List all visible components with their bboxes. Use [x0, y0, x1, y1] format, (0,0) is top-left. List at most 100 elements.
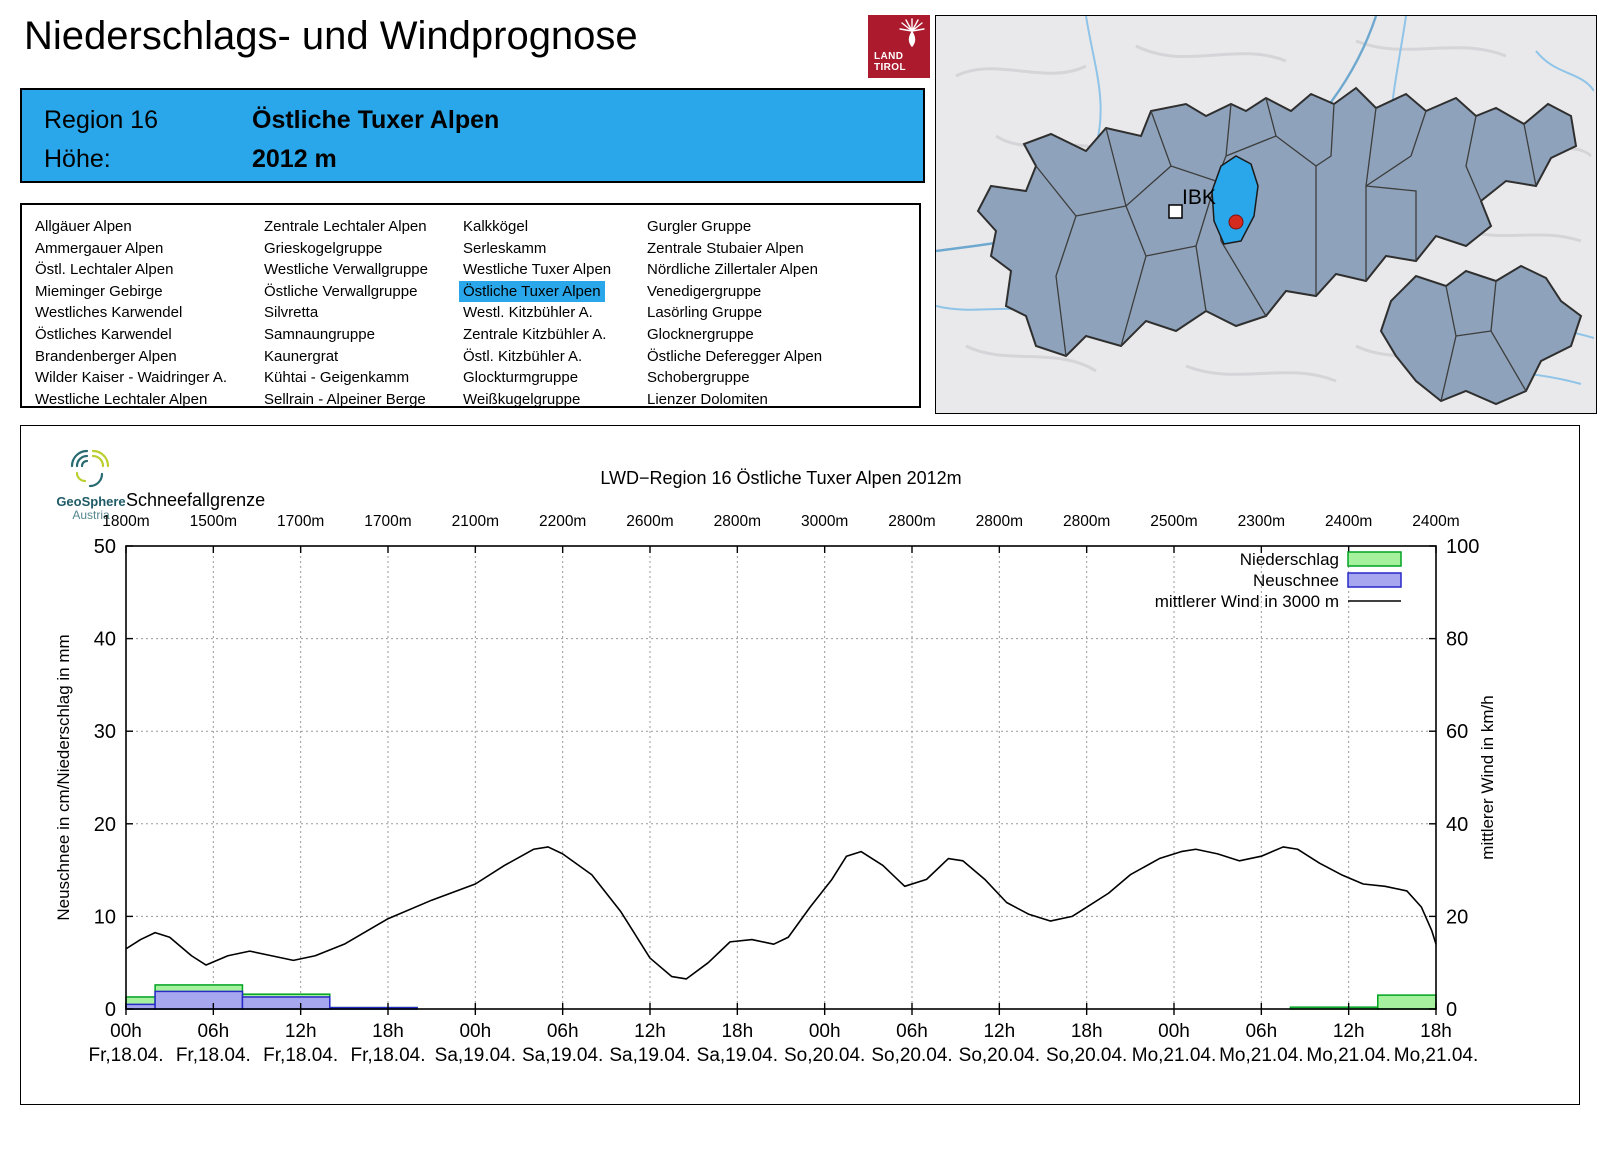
bar-neuschnee	[241, 996, 331, 1010]
snowline-value: 1700m	[364, 513, 411, 530]
y-left-tick-label: 0	[105, 999, 116, 1021]
selected-region-marker	[1228, 214, 1244, 230]
region-item[interactable]: Brandenberger Alpen	[35, 347, 177, 365]
x-hour-label: 12h	[983, 1021, 1015, 1042]
region-item[interactable]: Lasörling Gruppe	[647, 304, 763, 322]
page-title: Niederschlags- und Windprognose	[24, 14, 638, 58]
snowline-value: 1800m	[102, 513, 149, 530]
land-tirol-logo: LAND TIROL	[868, 15, 930, 78]
x-date-label: So,20.04.	[784, 1045, 865, 1066]
region-item[interactable]: Westl. Kitzbühler A.	[463, 304, 593, 322]
plot-border	[125, 545, 1437, 1010]
region-item[interactable]: Östliches Karwendel	[35, 325, 172, 343]
region-item[interactable]: Zentrale Kitzbühler A.	[463, 325, 607, 343]
region-item[interactable]: Glockturmgruppe	[463, 369, 579, 387]
region-item[interactable]: Nördliche Zillertaler Alpen	[647, 261, 818, 279]
region-item[interactable]: Mieminger Gebirge	[35, 282, 163, 300]
region-item[interactable]: Weißkugelgruppe	[463, 390, 581, 408]
geosphere-logo: GeoSphere Austria	[43, 446, 139, 522]
region-item[interactable]: Schobergruppe	[647, 369, 750, 387]
region-row: Region 16 Östliche Tuxer Alpen	[44, 106, 499, 135]
x-date-label: Sa,19.04.	[435, 1045, 516, 1066]
y-left-tick-label: 30	[94, 721, 116, 743]
snowline-value: 2600m	[626, 513, 673, 530]
region-item[interactable]: Westliche Verwallgruppe	[264, 261, 428, 279]
map-region-selected[interactable]	[1211, 155, 1259, 245]
x-date-label: Fr,18.04.	[263, 1045, 338, 1066]
region-item[interactable]: Östliche Deferegger Alpen	[647, 347, 823, 365]
x-hour-label: 18h	[1420, 1021, 1452, 1042]
region-item[interactable]: Venedigergruppe	[647, 282, 762, 300]
region-item[interactable]: Samnaungruppe	[264, 325, 375, 343]
map-region-north-tirol[interactable]	[976, 86, 1578, 358]
snowline-value: 2800m	[888, 513, 935, 530]
y-right-tick-label: 20	[1446, 906, 1468, 928]
legend-label: mittlerer Wind in 3000 m	[1155, 592, 1339, 611]
y-left-tick-label: 10	[94, 906, 116, 928]
region-item[interactable]: Silvretta	[264, 304, 319, 322]
x-hour-label: 12h	[634, 1021, 666, 1042]
region-item[interactable]: Zentrale Lechtaler Alpen	[264, 218, 427, 235]
x-date-label: So,20.04.	[1046, 1045, 1127, 1066]
snowline-value: 1500m	[190, 513, 237, 530]
region-name: Östliche Tuxer Alpen	[252, 106, 500, 134]
region-item[interactable]: Östl. Lechtaler Alpen	[35, 261, 174, 279]
x-hour-label: 06h	[547, 1021, 579, 1042]
y-right-tick-label: 100	[1446, 536, 1479, 558]
x-hour-label: 12h	[1333, 1021, 1365, 1042]
x-date-label: Fr,18.04.	[89, 1045, 164, 1066]
region-item[interactable]: Kühtai - Geigenkamm	[264, 369, 410, 387]
region-item[interactable]: Östliche Verwallgruppe	[264, 282, 418, 300]
y-right-tick-label: 40	[1446, 814, 1468, 836]
region-item[interactable]: Grieskogelgruppe	[264, 239, 383, 257]
region-column: Allgäuer Alpen Ammergauer Alpen Östl. Lech…	[31, 216, 260, 408]
x-hour-label: 00h	[809, 1021, 841, 1042]
region-item[interactable]: Allgäuer Alpen	[35, 218, 132, 235]
region-item[interactable]: Ammergauer Alpen	[35, 239, 164, 257]
legend-label: Niederschlag	[1240, 550, 1339, 569]
tirol-map: IBK	[935, 15, 1597, 414]
snowline-value: 2100m	[452, 513, 499, 530]
region-item[interactable]: Serleskamm	[463, 239, 547, 257]
x-date-label: Mo,21.04.	[1219, 1045, 1304, 1066]
x-hour-label: 00h	[1158, 1021, 1190, 1042]
y-right-tick-label: 0	[1446, 999, 1457, 1021]
region-column: Gurgler Gruppe Zentrale Stubaier Alpen Nör…	[643, 216, 913, 408]
region-item[interactable]: Kaunergrat	[264, 347, 339, 365]
region-item[interactable]: Glocknergruppe	[647, 325, 754, 343]
region-item[interactable]: Westliches Karwendel	[35, 304, 183, 322]
snowline-value: 2800m	[976, 513, 1023, 530]
tirol-logo-text: LAND TIROL	[874, 51, 906, 73]
region-item[interactable]: Östl. Kitzbühler A.	[463, 347, 583, 365]
snowline-value: 2500m	[1150, 513, 1197, 530]
hoehe-row: Höhe: 2012 m	[44, 145, 337, 174]
region-item[interactable]: Wilder Kaiser - Waidringer A.	[35, 369, 227, 387]
region-column: Zentrale Lechtaler Alpen Grieskogelgruppe…	[260, 216, 459, 408]
region-item[interactable]: Gurgler Gruppe	[647, 218, 752, 235]
region-item[interactable]: Lienzer Dolomiten	[647, 390, 768, 408]
forecast-chart-panel: GeoSphere Austria LWD−Region 16 Östliche…	[20, 425, 1580, 1105]
x-hour-label: 06h	[1245, 1021, 1277, 1042]
tirol-logo-line1: LAND	[874, 51, 904, 62]
geosphere-icon	[70, 449, 110, 488]
region-item-selected[interactable]: Östliche Tuxer Alpen	[459, 280, 605, 303]
y-left-tick-label: 20	[94, 814, 116, 836]
x-date-label: Mo,21.04.	[1132, 1045, 1217, 1066]
region-item[interactable]: Westliche Lechtaler Alpen	[35, 390, 208, 408]
x-hour-label: 06h	[896, 1021, 928, 1042]
snowline-value: 1700m	[277, 513, 324, 530]
x-date-label: Sa,19.04.	[522, 1045, 603, 1066]
snowline-label: Schneefallgrenze	[126, 490, 265, 510]
region-item[interactable]: Zentrale Stubaier Alpen	[647, 239, 804, 257]
wind-line	[125, 846, 1437, 980]
snowline-value: 2400m	[1412, 513, 1459, 530]
map-region-east-tirol[interactable]	[1379, 264, 1583, 406]
region-info-box: Region 16 Östliche Tuxer Alpen Höhe: 201…	[20, 88, 925, 183]
x-hour-label: 00h	[110, 1021, 142, 1042]
region-item[interactable]: Sellrain - Alpeiner Berge	[264, 390, 426, 408]
region-item[interactable]: Kalkkögel	[463, 218, 529, 235]
geosphere-sub: Austria	[72, 508, 110, 522]
hoehe-label: Höhe:	[44, 145, 111, 173]
region-item[interactable]: Westliche Tuxer Alpen	[463, 261, 612, 279]
